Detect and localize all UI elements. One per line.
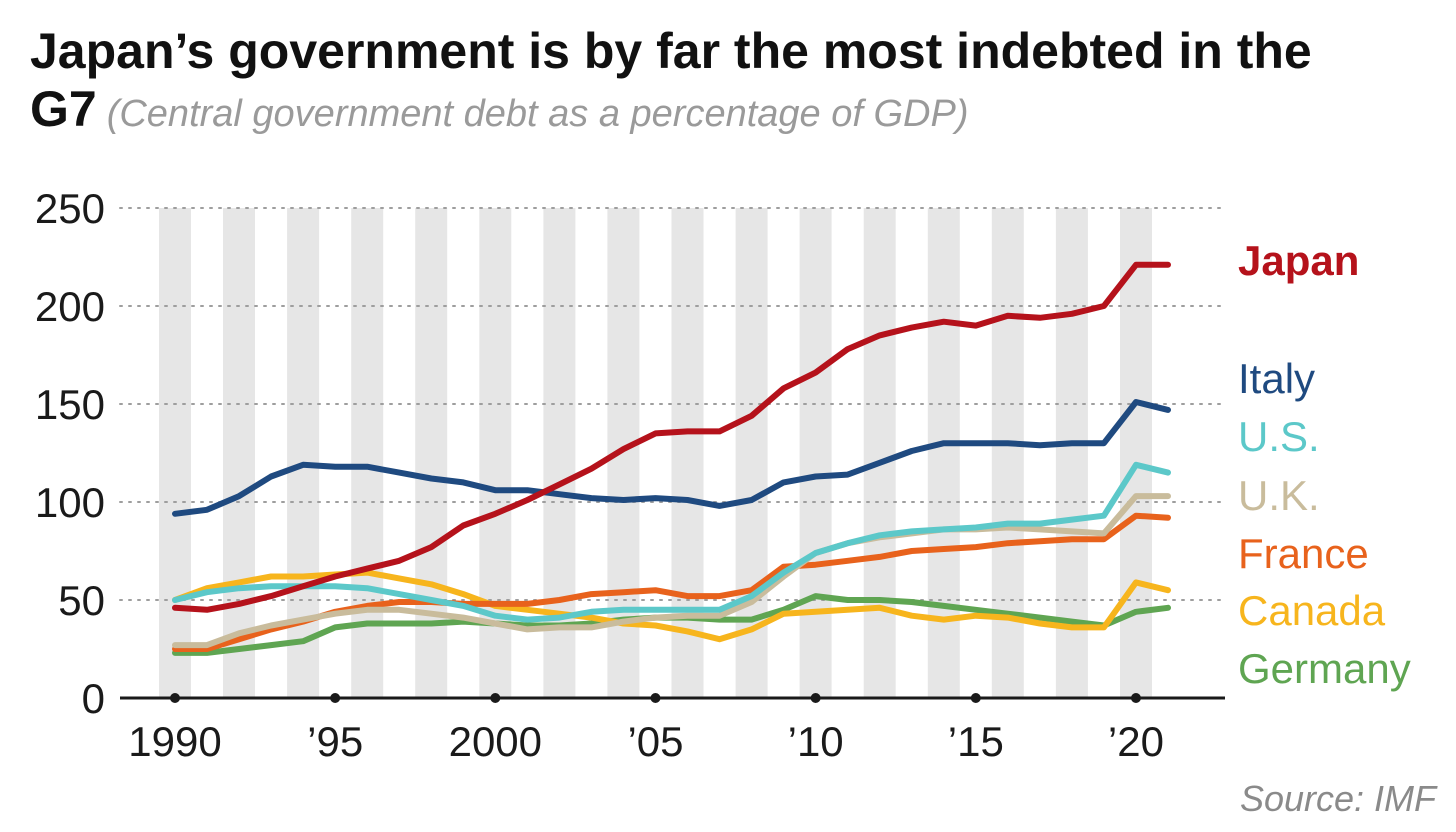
year-stripe	[799, 208, 832, 698]
x-tick-label: ’95	[307, 718, 363, 765]
chart-title-text: Japan’s government is by far the most in…	[30, 23, 1312, 137]
y-tick-label: 50	[58, 577, 105, 624]
x-tick-label: ’15	[948, 718, 1004, 765]
year-stripe	[671, 208, 704, 698]
source-note: Source: IMF	[1239, 778, 1436, 819]
x-tick-dot	[170, 693, 180, 703]
series-label-france: France	[1238, 530, 1369, 577]
year-stripe	[159, 208, 191, 698]
y-tick-label: 100	[35, 479, 105, 526]
year-stripe	[863, 208, 896, 698]
y-tick-label: 0	[82, 675, 105, 722]
series-labels: Japan Italy U.S. U.K. France Canada Germany	[1238, 237, 1411, 692]
series-label-italy: Italy	[1238, 355, 1315, 402]
series-lines	[172, 261, 1171, 656]
x-tick-label: ’05	[627, 718, 683, 765]
series-label-us: U.S.	[1238, 413, 1320, 460]
y-tick-label: 150	[35, 381, 105, 428]
y-tick-label: 250	[35, 185, 105, 232]
series-line-italy	[172, 399, 1171, 517]
year-stripe	[1055, 208, 1088, 698]
year-stripe	[927, 208, 960, 698]
series-label-canada: Canada	[1238, 587, 1386, 634]
x-tick-label: ’20	[1108, 718, 1164, 765]
x-tick-label: ’10	[788, 718, 844, 765]
x-tick-dot	[970, 693, 981, 703]
year-stripe	[223, 208, 255, 698]
gridlines	[119, 207, 1226, 601]
x-tick-dot	[810, 693, 821, 703]
series-line-uk	[172, 493, 1171, 649]
y-tick-label: 200	[35, 283, 105, 330]
x-axis: 1990 ’95 2000 ’05 ’10 ’15 ’20	[120, 693, 1225, 765]
series-label-uk: U.K.	[1238, 472, 1320, 519]
x-tick-label: 2000	[449, 718, 542, 765]
year-stripe	[991, 208, 1024, 698]
chart-title: Japan’s government is by far the most in…	[30, 22, 1430, 143]
y-axis-ticks: 0 50 100 150 200 250	[35, 185, 105, 722]
series-label-japan: Japan	[1238, 237, 1359, 284]
x-tick-dot	[330, 693, 341, 703]
x-tick-dot	[1130, 693, 1141, 703]
series-line-us	[172, 461, 1171, 623]
series-label-germany: Germany	[1238, 645, 1411, 692]
x-tick-label: 1990	[128, 718, 221, 765]
x-tick-dot	[490, 693, 501, 703]
chart-subtitle: (Central government debt as a percentage…	[106, 93, 969, 135]
x-tick-dot	[650, 693, 661, 703]
year-stripe	[351, 208, 384, 698]
series-line-japan	[172, 261, 1171, 613]
